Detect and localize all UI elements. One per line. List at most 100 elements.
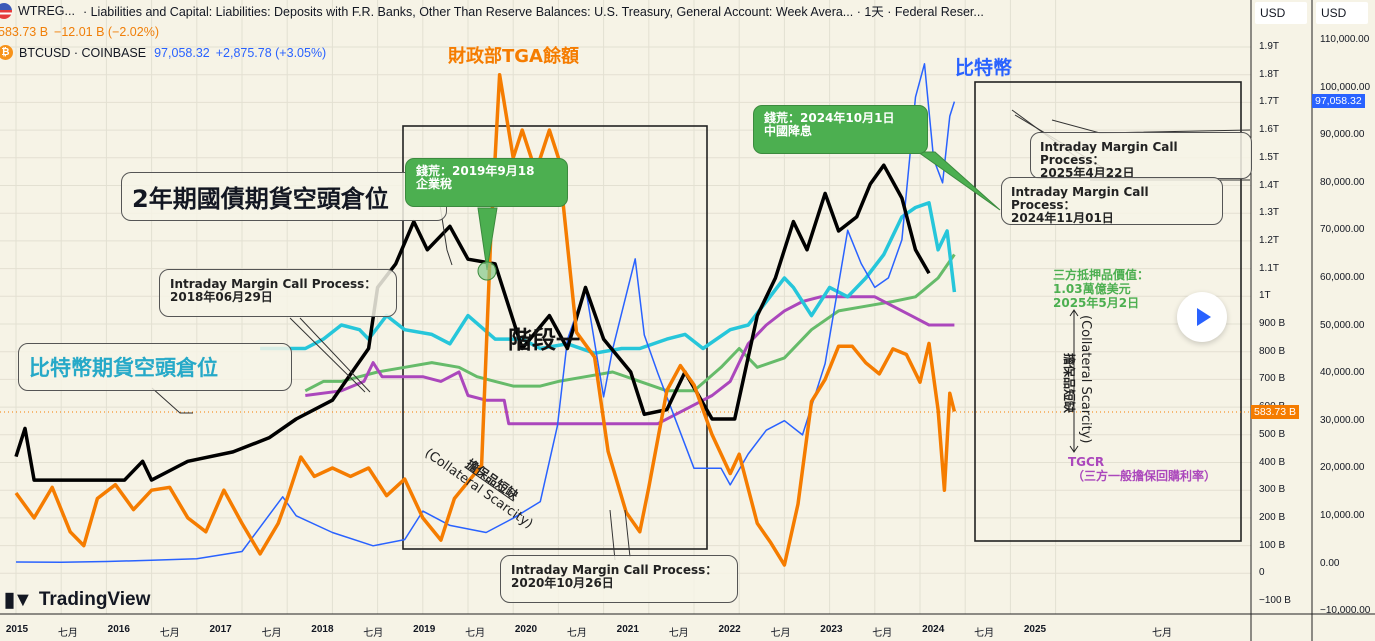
tga-axis-tick: 200 B <box>1259 511 1286 523</box>
pointer-margin-2020a <box>609 509 616 561</box>
tgcr-label: TGCR （三方一般擔保回購利率） <box>1068 455 1216 483</box>
collateral-scarcity-zh-2: 擔保品短缺 <box>1062 353 1076 414</box>
btc-axis-tick: 10,000.00 <box>1320 510 1365 521</box>
treasury-short-label: 2年期國債期貨空頭倉位 <box>132 185 389 213</box>
time-axis-year: 2015 <box>5 624 29 635</box>
series-line-tri-party[interactable] <box>304 253 956 393</box>
tgcr-line1: TGCR <box>1068 455 1105 469</box>
margin-call-2020-line2: 2020年10月26日 <box>511 576 614 590</box>
tga-axis-tick: 1.8T <box>1259 68 1280 80</box>
btc-axis-tick: 60,000.00 <box>1320 272 1365 283</box>
series-line-tga[interactable] <box>14 72 957 567</box>
series-line-treasury-short[interactable] <box>14 163 931 482</box>
time-axis-year: 2024 <box>922 624 945 635</box>
btc-axis-tick: 50,000.00 <box>1320 319 1365 331</box>
tga-axis-tick: 0 <box>1259 567 1265 579</box>
margin-call-2024-line2: 2024年11月01日 <box>1011 211 1114 225</box>
pointer-green-2019 <box>477 207 498 271</box>
treasury-short-callout: 2年期國債期貨空頭倉位 <box>121 172 447 221</box>
tga-ticker: WTREG... <box>18 3 75 18</box>
stage-two-box <box>974 81 1242 542</box>
pointer-margin-2018b <box>299 317 371 393</box>
margin-call-2018-line2: 2018年06月29日 <box>170 290 273 304</box>
time-axis-year: 2023 <box>820 624 843 635</box>
right-axis-currency[interactable]: USD <box>1316 2 1368 24</box>
time-axis-year: 2016 <box>107 624 130 635</box>
btc-axis-tick: 70,000.00 <box>1320 224 1365 236</box>
tga-axis-tick: 300 B <box>1259 484 1286 496</box>
margin-call-2020-line1: Intraday Margin Call Process： <box>511 563 718 577</box>
btc-ticker: BTCUSD · COINBASE <box>19 45 147 60</box>
margin-call-2024-callout: Intraday Margin Call Process： 2024年11月01… <box>1001 177 1223 225</box>
margin-call-2024-line1: Intraday Margin Call Process： <box>1011 185 1149 212</box>
pointer-treasury-short <box>439 204 453 266</box>
pointer-green-2024 <box>916 151 1001 211</box>
time-axis-month: 七月 <box>872 628 893 639</box>
btc-axis-tick: 30,000.00 <box>1320 414 1365 426</box>
time-axis-month: 七月 <box>1152 628 1172 639</box>
time-axis-month: 七月 <box>363 628 384 639</box>
time-axis-month: 七月 <box>974 628 995 639</box>
left-axis-currency[interactable]: USD <box>1255 2 1307 24</box>
collateral-scarcity-en-2: (Collateral Scarcity) <box>1078 315 1093 444</box>
btc-last-price-tag: 97,058.32 <box>1312 94 1365 108</box>
tga-axis-tick: 100 B <box>1259 539 1286 551</box>
btc-axis-tick: 20,000.00 <box>1320 462 1365 474</box>
pointer-margin-2018 <box>289 317 366 393</box>
tga-axis-tick: 1.3T <box>1259 207 1280 219</box>
go-to-realtime-button[interactable] <box>1177 292 1227 342</box>
time-axis-month: 七月 <box>57 628 78 639</box>
tri-party-line2: 1.03萬億美元 <box>1053 282 1131 296</box>
us-flag-icon <box>0 2 12 19</box>
margin-call-2025-line2: 2025年4月22日 <box>1040 166 1135 180</box>
time-axis-year: 2022 <box>718 624 741 635</box>
btc-axis-tick: 90,000.00 <box>1320 129 1365 141</box>
time-axis-month: 七月 <box>770 628 791 639</box>
time-axis-year: 2018 <box>311 624 334 635</box>
green-callout-2019: 錢荒：2019年9月18 企業稅 <box>405 158 568 207</box>
legend-row-btc[interactable]: ₿ BTCUSD · COINBASE 97,058.32 +2,875.78 … <box>0 42 984 63</box>
tga-axis-tick: 1.6T <box>1259 124 1280 136</box>
tga-value: 583.73 B <box>0 24 49 39</box>
tri-party-line3: 2025年5月2日 <box>1053 296 1140 310</box>
time-axis-year: 2019 <box>413 624 436 635</box>
time-axis-month: 七月 <box>566 628 587 639</box>
green-callout-2024-line2: 中國降息 <box>764 124 813 138</box>
marker-2019 <box>477 261 497 281</box>
tga-axis-tick: 1.2T <box>1259 234 1280 246</box>
tga-axis-tick: 1.1T <box>1259 262 1280 274</box>
tri-party-line1: 三方抵押品價值： <box>1053 268 1150 282</box>
btc-axis-tick: −10,000.00 <box>1320 605 1371 617</box>
btc-short-label: 比特幣期貨空頭倉位 <box>29 356 218 380</box>
tgcr-line2: （三方一般擔保回購利率） <box>1072 469 1217 483</box>
btc-axis-tick: 80,000.00 <box>1320 176 1365 188</box>
legend-row-tga-values: 583.73 B −12.01 B (−2.02%) <box>0 21 984 42</box>
collateral-scarcity-label-2: (Collateral Scarcity) 擔保品短缺 <box>1061 315 1093 444</box>
time-axis-month: 七月 <box>465 628 486 639</box>
tga-axis-tick: 900 B <box>1259 318 1286 329</box>
tradingview-wordmark: TradingView <box>38 588 151 610</box>
green-callout-2024-line1: 錢荒：2024年10月1日 <box>764 111 895 125</box>
tga-axis-tick: 1.7T <box>1259 96 1280 108</box>
btc-axis-tick: 40,000.00 <box>1320 367 1365 379</box>
btc-short-callout: 比特幣期貨空頭倉位 <box>18 343 292 391</box>
tradingview-logo[interactable]: ▮▼ TradingView <box>4 587 150 612</box>
btc-axis-tick: 100,000.00 <box>1320 81 1371 93</box>
tga-axis-tick: 1.9T <box>1259 41 1280 52</box>
time-axis-month: 七月 <box>261 628 282 639</box>
time-axis-month: 七月 <box>159 628 180 639</box>
green-callout-2024: 錢荒：2024年10月1日 中國降息 <box>753 105 928 154</box>
time-axis-year: 2017 <box>209 624 232 635</box>
time-axis-year: 2025 <box>1023 624 1047 635</box>
legend-row-tga[interactable]: WTREG... · Liabilities and Capital: Liab… <box>0 0 984 21</box>
tga-axis-tick: 1.5T <box>1259 151 1280 163</box>
tga-change: −12.01 B (−2.02%) <box>54 24 159 39</box>
collateral-arrow-head-top <box>1069 309 1079 317</box>
pointer-btc-short <box>151 387 193 414</box>
margin-call-2020-callout: Intraday Margin Call Process： 2020年10月26… <box>500 555 738 603</box>
time-axis-year: 2021 <box>616 624 639 635</box>
collateral-arrow-head-bottom <box>1069 445 1079 453</box>
series-line-btc[interactable] <box>15 63 956 563</box>
btc-title-label: 比特幣 <box>955 57 1013 79</box>
